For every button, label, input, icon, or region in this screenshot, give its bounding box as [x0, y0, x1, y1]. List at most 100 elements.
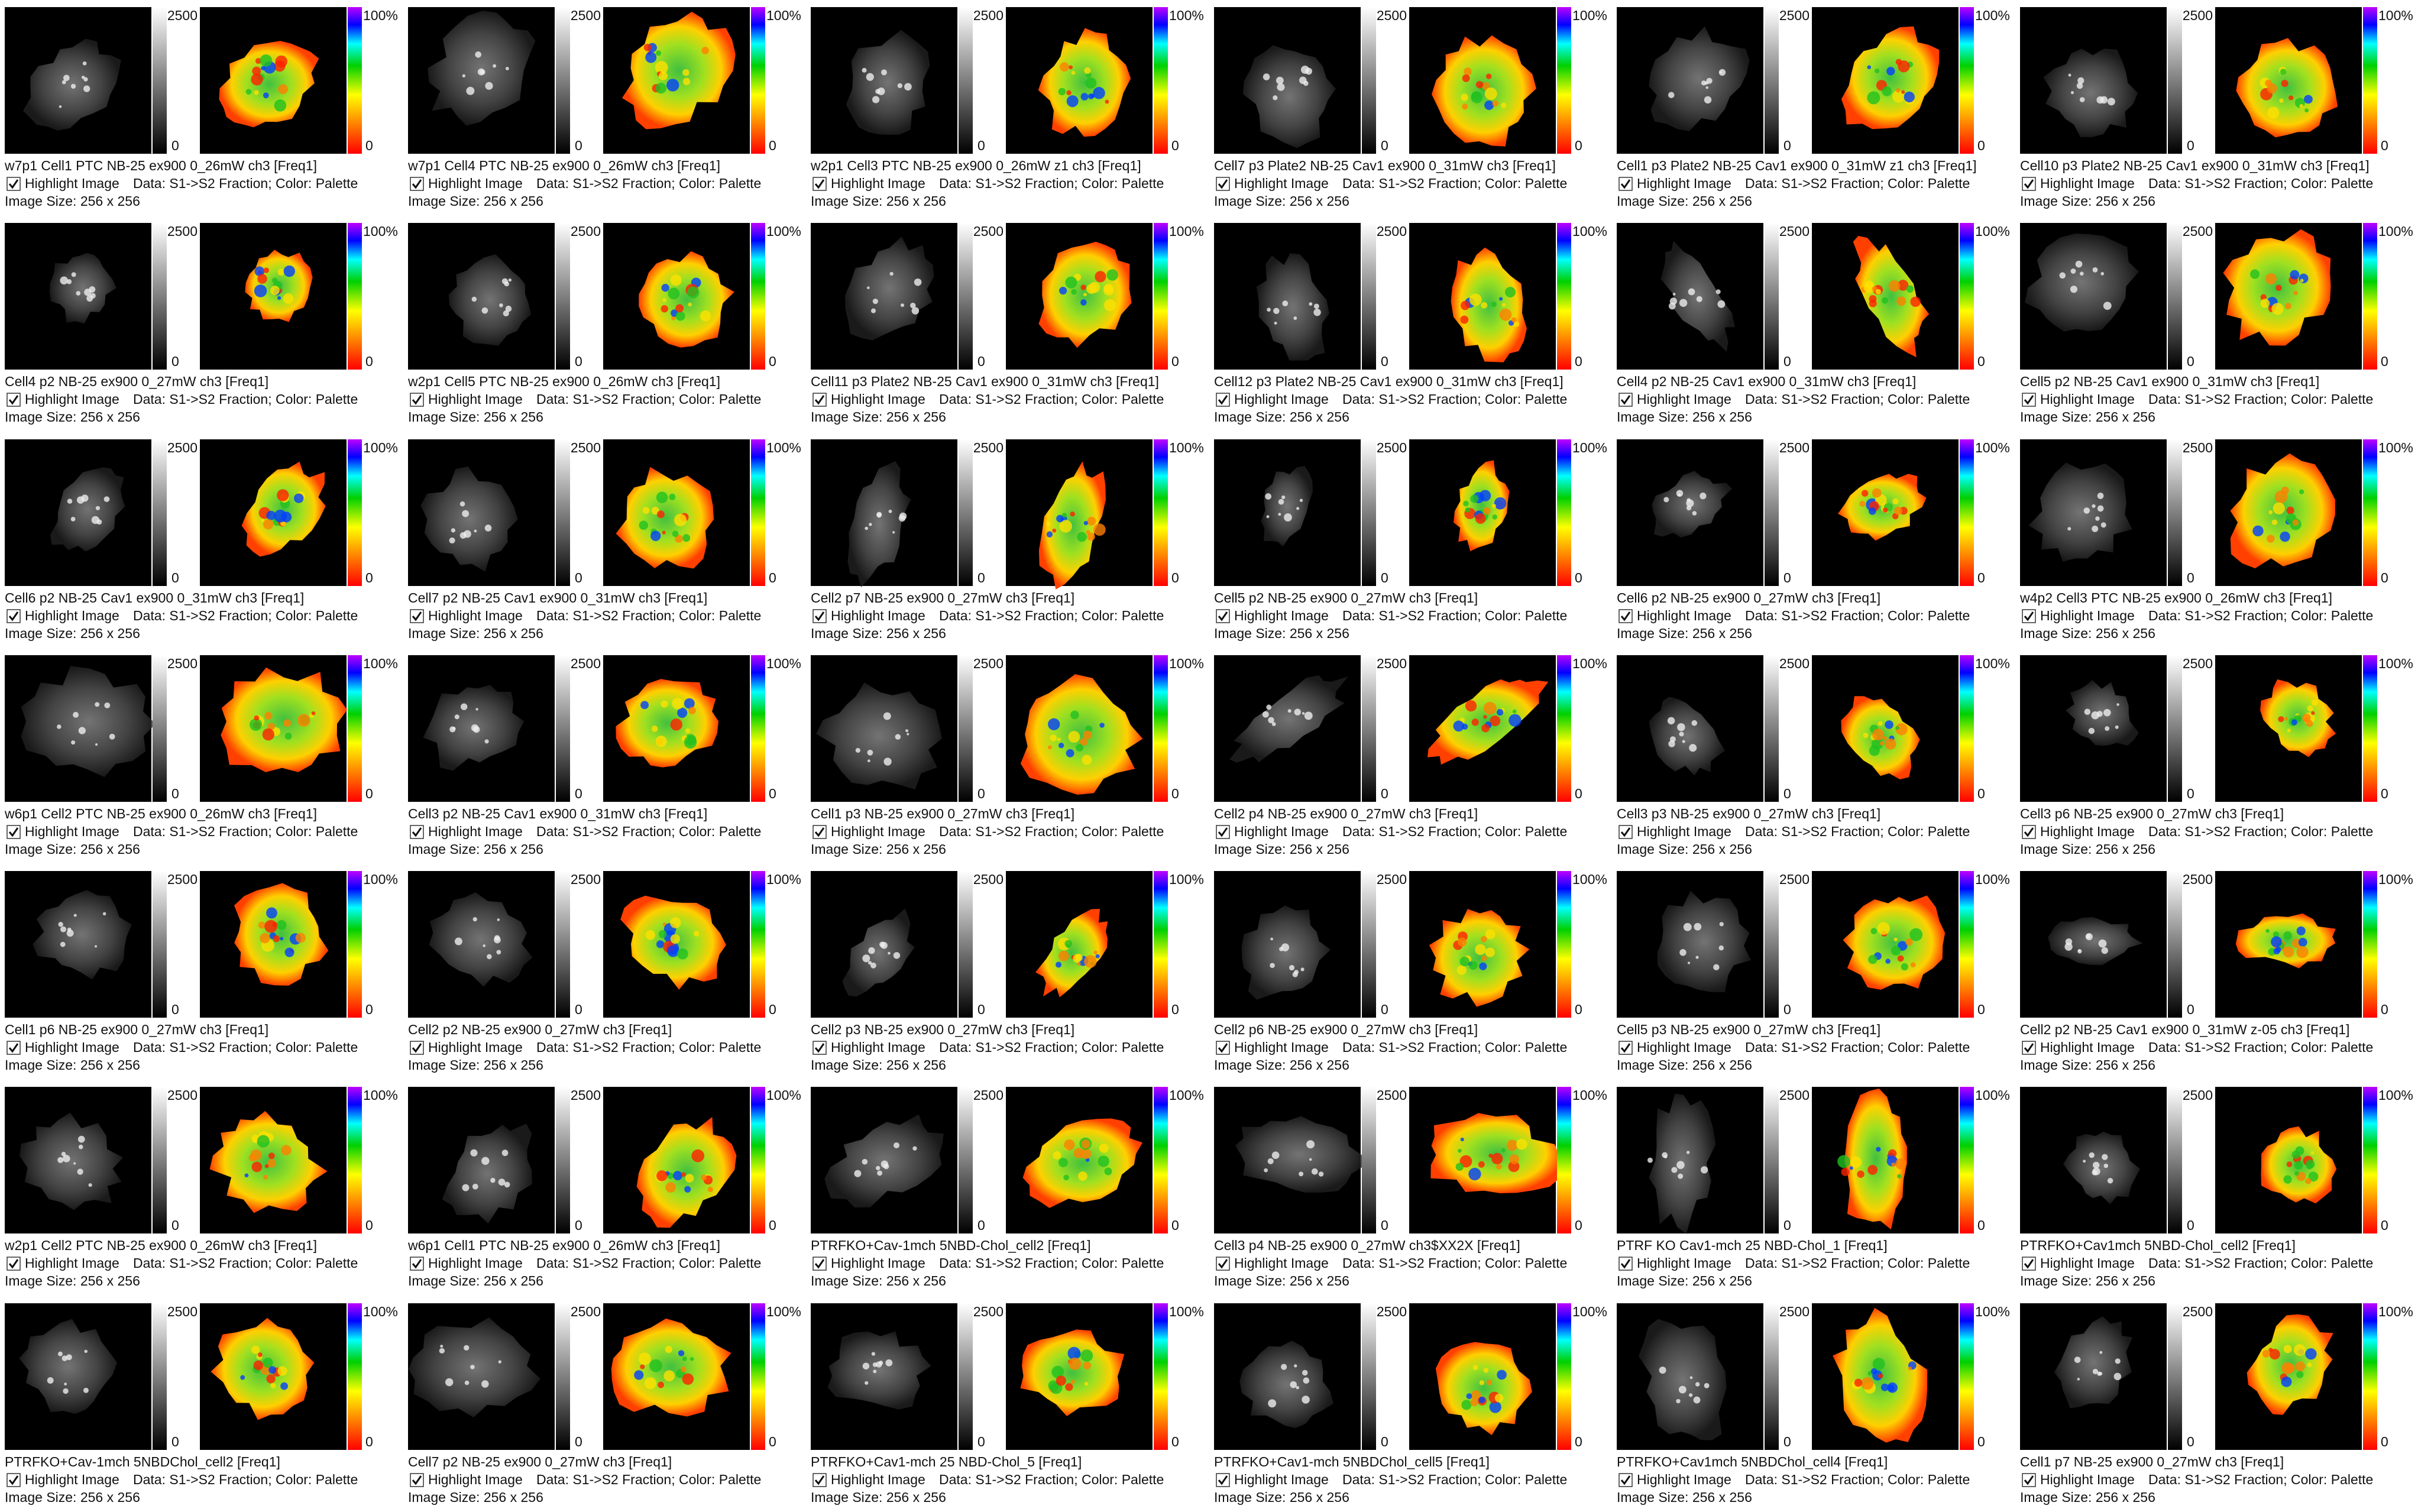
data-info: Data: S1->S2 Fraction; Color: Palette	[1342, 176, 1567, 191]
image-caption: PTRFKO+Cav-1mch 5NBD-Chol_cell2 [Freq1]	[811, 1238, 1091, 1253]
highlight-checkbox[interactable]	[7, 177, 20, 190]
fraction-speck	[2262, 1350, 2270, 1358]
highlight-checkbox[interactable]	[813, 1257, 826, 1270]
image-size: Image Size: 256 x 256	[811, 1057, 946, 1073]
image-tile: 25000100%0Cell7 p2 NB-25 Cav1 ex900 0_31…	[403, 432, 806, 648]
highlight-checkbox[interactable]	[1619, 1257, 1632, 1270]
highlight-checkbox[interactable]	[1619, 1474, 1632, 1487]
highlight-checkbox[interactable]	[1216, 610, 1229, 623]
highlight-checkbox[interactable]	[410, 1257, 423, 1270]
vesicle	[1689, 1393, 1692, 1397]
palette-max: 100%	[2378, 1087, 2413, 1103]
fraction-speck	[1082, 755, 1092, 765]
highlight-checkbox[interactable]	[2022, 1474, 2035, 1487]
colorbar-min: 0	[977, 1002, 985, 1017]
vesicle	[1679, 731, 1684, 736]
highlight-checkbox[interactable]	[7, 1041, 20, 1054]
colorbar-max: 2500	[973, 1087, 1004, 1103]
vesicle	[2070, 91, 2073, 94]
fraction-speck	[312, 711, 316, 715]
highlight-checkbox[interactable]	[2022, 825, 2035, 838]
palette-max: 100%	[1975, 872, 2010, 887]
palette-max: 100%	[363, 872, 398, 887]
highlight-checkbox[interactable]	[410, 393, 423, 406]
vesicle	[1697, 296, 1702, 302]
palette-max: 100%	[1572, 440, 1607, 455]
fraction-speck	[1461, 93, 1468, 101]
image-size: Image Size: 256 x 256	[5, 409, 140, 425]
fraction-speck	[1501, 102, 1506, 108]
highlight-checkbox[interactable]	[1619, 825, 1632, 838]
highlight-checkbox[interactable]	[2022, 177, 2035, 190]
highlight-checkbox[interactable]	[7, 1257, 20, 1270]
vesicle	[1678, 1174, 1683, 1179]
highlight-checkbox[interactable]	[7, 393, 20, 406]
highlight-checkbox[interactable]	[813, 825, 826, 838]
highlight-checkbox[interactable]	[410, 1474, 423, 1487]
highlight-checkbox[interactable]	[1216, 393, 1229, 406]
vesicle	[1694, 923, 1701, 931]
image-tile: 25000100%0Cell1 p6 NB-25 ex900 0_27mW ch…	[0, 864, 403, 1080]
fraction-speck	[1106, 270, 1118, 281]
vesicle	[1278, 499, 1284, 505]
highlight-checkbox[interactable]	[1216, 177, 1229, 190]
highlight-checkbox[interactable]	[813, 1041, 826, 1054]
data-info: Data: S1->S2 Fraction; Color: Palette	[133, 176, 358, 191]
intensity-colorbar	[1362, 1087, 1376, 1233]
image-size: Image Size: 256 x 256	[408, 193, 543, 209]
fraction-speck	[1053, 1151, 1061, 1160]
fraction-speck	[2284, 303, 2291, 309]
intensity-colorbar	[556, 871, 570, 1018]
highlight-checkbox[interactable]	[2022, 610, 2035, 623]
image-caption: Cell2 p4 NB-25 ex900 0_27mW ch3 [Freq1]	[1214, 806, 1478, 821]
palette-colorbar	[1557, 1303, 1571, 1450]
highlight-checkbox[interactable]	[1216, 1474, 1229, 1487]
highlight-checkbox[interactable]	[2022, 1257, 2035, 1270]
image-size: Image Size: 256 x 256	[408, 1273, 543, 1288]
highlight-checkbox[interactable]	[813, 1474, 826, 1487]
highlight-checkbox[interactable]	[2022, 393, 2035, 406]
palette-max: 100%	[1572, 1304, 1607, 1319]
highlight-checkbox[interactable]	[1216, 1257, 1229, 1270]
vesicle	[1313, 309, 1320, 316]
fraction-speck	[1466, 1393, 1472, 1399]
highlight-checkbox[interactable]	[813, 393, 826, 406]
colorbar-max: 2500	[1376, 1304, 1406, 1319]
vesicle	[462, 75, 465, 77]
highlight-checkbox[interactable]	[1619, 610, 1632, 623]
highlight-checkbox[interactable]	[813, 610, 826, 623]
highlight-checkbox[interactable]	[1216, 825, 1229, 838]
highlight-checkbox[interactable]	[1216, 1041, 1229, 1054]
highlight-checkbox[interactable]	[7, 610, 20, 623]
highlight-checkbox[interactable]	[1619, 177, 1632, 190]
highlight-checkbox[interactable]	[7, 1474, 20, 1487]
highlight-checkbox[interactable]	[813, 177, 826, 190]
highlight-checkbox[interactable]	[2022, 1041, 2035, 1054]
highlight-checkbox[interactable]	[410, 610, 423, 623]
fraction-speck	[1898, 956, 1904, 962]
palette-colorbar	[1960, 7, 1974, 154]
image-size: Image Size: 256 x 256	[811, 409, 946, 425]
fraction-speck	[1465, 700, 1476, 711]
vesicle	[92, 516, 99, 523]
fraction-speck	[258, 922, 266, 929]
highlight-checkbox[interactable]	[1619, 393, 1632, 406]
fraction-speck	[1481, 724, 1490, 733]
fraction-speck	[1071, 289, 1076, 294]
checkbox-label: Highlight Image	[831, 824, 925, 839]
highlight-checkbox[interactable]	[410, 825, 423, 838]
highlight-checkbox[interactable]	[410, 1041, 423, 1054]
highlight-checkbox[interactable]	[7, 825, 20, 838]
checkbox-label: Highlight Image	[831, 608, 925, 623]
intensity-colorbar	[959, 7, 973, 154]
highlight-checkbox[interactable]	[1619, 1041, 1632, 1054]
vesicle	[483, 944, 485, 947]
vesicle	[63, 1155, 70, 1163]
fraction-speck	[672, 698, 683, 709]
palette-max: 100%	[1169, 872, 1204, 887]
fraction-speck	[639, 520, 648, 529]
highlight-checkbox[interactable]	[410, 177, 423, 190]
vesicle	[1294, 708, 1300, 715]
fraction-speck	[263, 1175, 268, 1180]
vesicle	[912, 1147, 917, 1151]
